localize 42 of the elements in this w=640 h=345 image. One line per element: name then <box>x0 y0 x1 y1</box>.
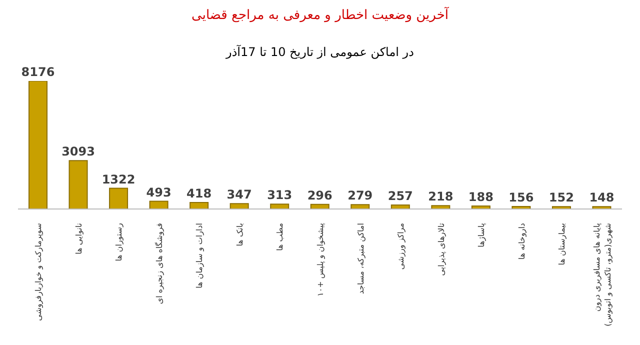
data-label: 418 <box>186 186 212 200</box>
bar <box>350 204 370 209</box>
x-tick-label: تالارهای پذیرایی <box>436 223 446 276</box>
chart-subtitle: در اماکن عمومی از تاریخ 10 تا 17آذر <box>224 45 415 59</box>
bar <box>592 206 612 209</box>
bar <box>190 202 209 209</box>
bar <box>431 205 450 209</box>
bar <box>149 200 168 209</box>
data-label: 152 <box>548 190 574 205</box>
data-label: 347 <box>226 188 252 202</box>
data-label: 313 <box>267 188 292 202</box>
data-label: 296 <box>307 188 332 202</box>
x-tick-label: اماکن متبرکه، مساجد <box>356 223 366 294</box>
data-label: 1322 <box>102 172 136 186</box>
x-tick-label: بانک ها <box>235 223 244 246</box>
x-tick-label: مراکز ورزشی <box>396 223 406 270</box>
data-label: 279 <box>348 188 373 203</box>
data-label: 156 <box>508 190 534 205</box>
x-tick-label: فروشگاه های زنجیره ای <box>154 222 164 304</box>
bar <box>109 188 128 209</box>
data-label: 188 <box>468 190 494 204</box>
data-label: 218 <box>428 190 454 204</box>
data-label: 8176 <box>21 65 55 79</box>
bar <box>68 160 88 209</box>
x-tick-label: پاساژها <box>477 223 486 248</box>
x-tick-label: مطب ها <box>276 223 285 251</box>
x-tick-label: نانوایی ها <box>74 223 84 254</box>
x-tick-label: بیمارستان ها <box>558 223 567 266</box>
x-tick-label: ادارات و سازمان ها <box>195 223 204 288</box>
data-label: 148 <box>589 190 614 205</box>
bar <box>230 203 249 209</box>
x-tick-label: پیشخوان و پلیس +۱۰ <box>316 223 325 296</box>
data-label: 257 <box>388 188 413 203</box>
bar <box>270 204 290 209</box>
data-label: 3093 <box>62 144 95 159</box>
x-tick-label: داروخانه ها <box>517 222 526 260</box>
data-label: 493 <box>146 185 172 200</box>
x-tick-label: سوپرمارکت و خواربارفروشی <box>34 222 44 321</box>
x-tick-label: رستوران ها <box>114 222 124 262</box>
bar <box>28 81 48 209</box>
x-tick-label: پایانه های مسافربری درون شهری(مترو، تاکسی و اتوبوس) <box>592 222 612 326</box>
chart-title: آخرین وضعیت اخطار و معرفی به مراجع قضایی <box>190 8 450 23</box>
